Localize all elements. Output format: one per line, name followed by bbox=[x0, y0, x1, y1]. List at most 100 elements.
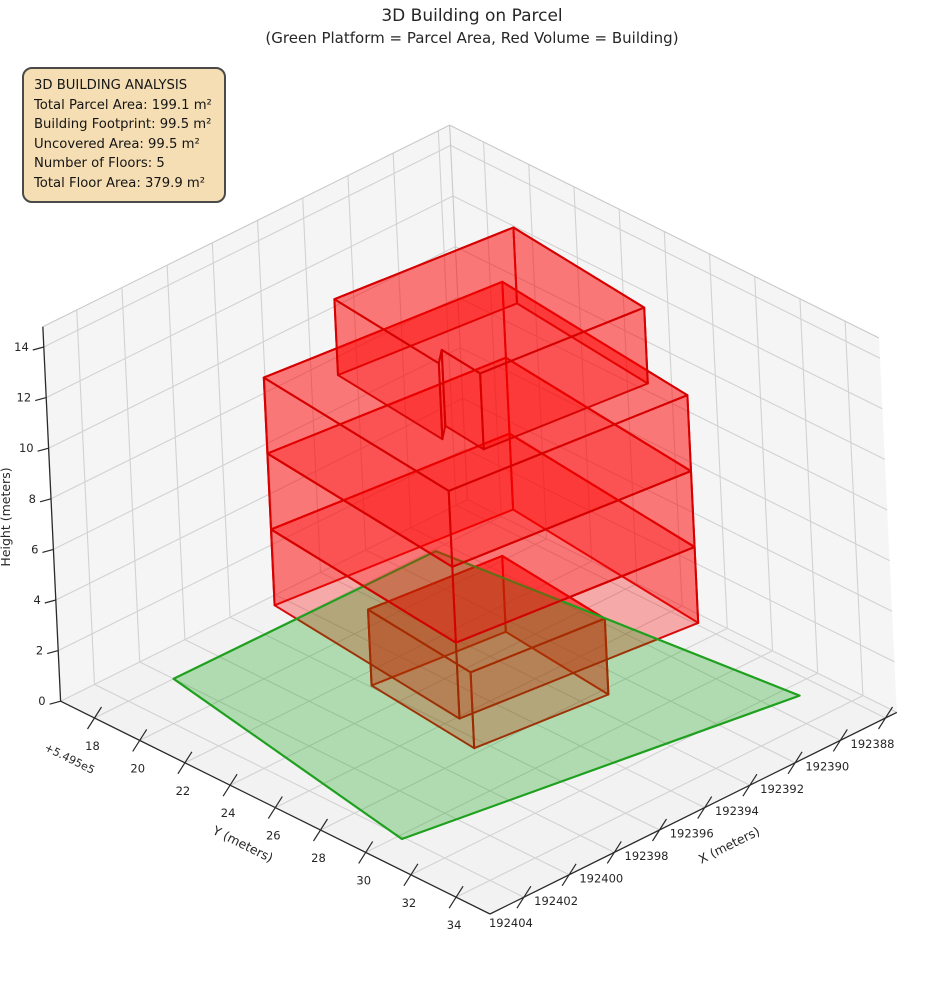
z-tick-label: 10 bbox=[19, 441, 34, 455]
parcel-platform bbox=[172, 550, 801, 841]
y-tick-label: 32 bbox=[402, 896, 417, 910]
grid-line-y-wall bbox=[754, 276, 774, 651]
grid-line-z-right bbox=[450, 144, 881, 359]
grid-line-y-wall bbox=[618, 209, 638, 584]
y-tick bbox=[403, 863, 419, 887]
x-axis-spine bbox=[489, 711, 898, 915]
grid-line-y-wall bbox=[482, 141, 502, 517]
analysis-info-box: 3D BUILDING ANALYSIS Total Parcel Area: … bbox=[22, 67, 226, 203]
building-floor-1 bbox=[367, 554, 610, 750]
grid-line-y-wall bbox=[663, 231, 683, 607]
z-tick bbox=[32, 346, 44, 351]
x-tick-label: 192396 bbox=[670, 827, 714, 841]
grid-line-z-left bbox=[43, 144, 451, 348]
grid-line-z-right bbox=[459, 347, 890, 562]
z-tick-label: 6 bbox=[31, 542, 38, 556]
scene-3d bbox=[172, 226, 801, 841]
grid-line-z-right bbox=[467, 499, 898, 713]
x-tick-label: 192404 bbox=[489, 916, 533, 930]
z-tick bbox=[42, 548, 54, 553]
z-tick bbox=[35, 397, 47, 402]
x-tick-label: 192402 bbox=[534, 894, 578, 908]
grid-line-z-right bbox=[464, 448, 895, 663]
x-tick bbox=[651, 818, 668, 842]
figure-subtitle: (Green Platform = Parcel Area, Red Volum… bbox=[265, 29, 679, 47]
x-tick bbox=[787, 751, 803, 775]
x-tick-label: 192398 bbox=[625, 849, 669, 863]
y-tick-label: 28 bbox=[311, 851, 326, 865]
info-line-parcel: Total Parcel Area: 199.1 m² bbox=[34, 97, 212, 113]
z-tick bbox=[37, 447, 49, 452]
grid-line-x-wall bbox=[166, 265, 186, 640]
y-tick bbox=[267, 796, 283, 819]
grid-line-y bbox=[184, 560, 592, 764]
grid-line-y-wall bbox=[573, 186, 593, 562]
building-wall bbox=[447, 394, 692, 568]
z-tick-label: 2 bbox=[36, 644, 43, 658]
x-tick bbox=[561, 863, 577, 887]
info-line-floors: Number of Floors: 5 bbox=[34, 156, 165, 171]
y-tick-label: 24 bbox=[221, 806, 236, 820]
y-tick bbox=[312, 818, 329, 842]
x-tick bbox=[742, 773, 758, 797]
grid-line-z-left bbox=[57, 448, 466, 652]
pane-top-edge bbox=[42, 124, 450, 328]
grid-line-y bbox=[275, 605, 683, 809]
z-tick bbox=[39, 498, 52, 503]
info-line-floorarea: Total Floor Area: 379.9 m² bbox=[34, 175, 206, 191]
z-tick bbox=[44, 599, 56, 604]
grid-line-x-wall bbox=[437, 130, 457, 506]
y-tick-label: 34 bbox=[447, 918, 462, 932]
grid-line-x-wall bbox=[347, 175, 367, 551]
y-tick-label: 30 bbox=[356, 873, 371, 887]
z-axis-label: Height (meters) bbox=[0, 467, 13, 566]
info-line-uncovered: Uncovered Area: 99.5 m² bbox=[34, 136, 200, 152]
grid-line-z-left bbox=[45, 195, 454, 399]
x-tick bbox=[516, 885, 532, 909]
x-tick bbox=[697, 796, 713, 819]
z-tick bbox=[47, 650, 59, 655]
z-tick-label: 14 bbox=[14, 340, 29, 354]
info-line-heading: 3D BUILDING ANALYSIS bbox=[34, 78, 188, 93]
building-floor-5 bbox=[333, 226, 649, 451]
grid-line-z-right bbox=[462, 397, 893, 612]
grid-line-z-left bbox=[50, 296, 459, 500]
z-axis-spine bbox=[42, 326, 62, 702]
grid-line-x-wall bbox=[76, 309, 96, 685]
y-tick bbox=[132, 729, 148, 752]
left-wall-pane bbox=[42, 125, 468, 702]
building-floor-3 bbox=[266, 356, 696, 644]
building-floor-4 bbox=[262, 280, 692, 568]
z-tick-label: 0 bbox=[38, 694, 45, 708]
grid-line-x-wall bbox=[256, 220, 276, 595]
z-tick-label: 12 bbox=[17, 391, 32, 405]
x-tick-label: 192390 bbox=[805, 759, 849, 773]
y-tick bbox=[358, 841, 374, 864]
grid-line-x-wall bbox=[121, 287, 141, 663]
grid-line-y bbox=[139, 538, 547, 741]
building-wall bbox=[440, 348, 485, 451]
y-tick bbox=[177, 751, 193, 775]
grid-line-z-right bbox=[455, 246, 886, 460]
grid-line-z-right bbox=[452, 195, 883, 410]
y-tick-label: 26 bbox=[266, 829, 281, 843]
grid-line-z-left bbox=[60, 499, 468, 702]
x-tick-label: 192388 bbox=[851, 737, 895, 751]
grid-line-z-left bbox=[48, 246, 456, 449]
grid-line-y bbox=[410, 672, 818, 876]
y-tick-label: 20 bbox=[130, 761, 145, 775]
grid-line-y bbox=[229, 583, 638, 786]
y-tick-label: 22 bbox=[176, 784, 191, 798]
grid-line-y-wall bbox=[528, 164, 548, 539]
grid-line-z-left bbox=[55, 397, 463, 601]
z-tick bbox=[49, 700, 61, 705]
grid-line-y-wall bbox=[799, 298, 819, 674]
grid-line-y bbox=[455, 695, 864, 898]
z-tick-label: 4 bbox=[33, 593, 40, 607]
info-line-footprint: Building Footprint: 99.5 m² bbox=[34, 117, 212, 132]
x-tick bbox=[832, 729, 848, 752]
y-tick bbox=[222, 773, 238, 797]
grid-line-z-right bbox=[457, 296, 888, 511]
